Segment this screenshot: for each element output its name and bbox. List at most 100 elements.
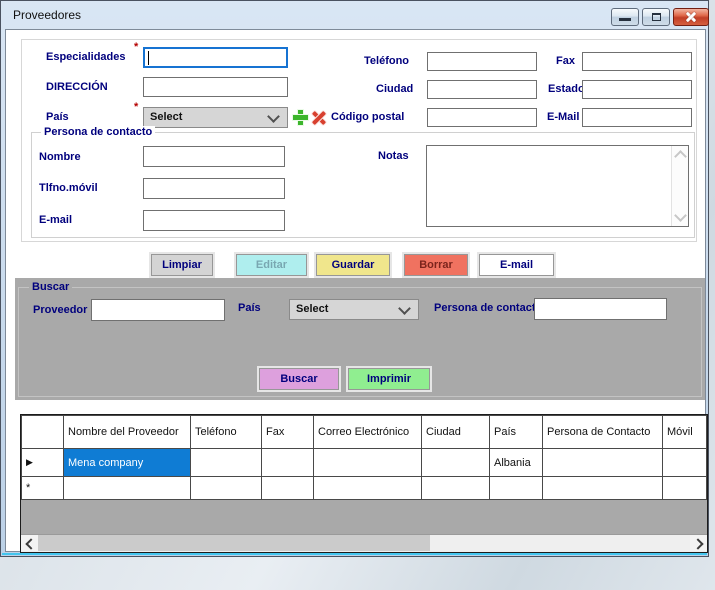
estado-input[interactable] — [582, 80, 692, 99]
contact-movil-label: Tlfno.móvil — [39, 182, 98, 194]
buscar-pais-value: Select — [296, 303, 329, 315]
buscar-persona-input[interactable] — [534, 298, 667, 320]
contact-movil-input[interactable] — [143, 178, 285, 199]
column-header-fax[interactable]: Fax — [261, 415, 314, 449]
text-caret — [148, 51, 149, 65]
table-row-new[interactable]: * — [21, 476, 707, 500]
estado-label: Estado — [548, 83, 585, 95]
contact-nombre-input[interactable] — [143, 146, 285, 167]
horizontal-scrollbar[interactable] — [21, 534, 707, 552]
imprimir-button[interactable]: Imprimir — [348, 368, 430, 390]
codigo-postal-label: Código postal — [331, 111, 405, 123]
buscar-proveedor-input[interactable] — [91, 299, 225, 321]
column-header-nombre[interactable]: Nombre del Proveedor — [63, 415, 191, 449]
cell-pais[interactable]: Albania — [489, 448, 543, 477]
pais-dropdown[interactable]: Select — [143, 107, 288, 128]
buscar-persona-label: Persona de contacto — [434, 302, 534, 314]
especialidades-label: Especialidades — [46, 51, 126, 63]
telefono-label: Teléfono — [364, 55, 410, 67]
column-header-selector[interactable] — [21, 415, 64, 449]
cell-nombre-proveedor[interactable] — [63, 476, 191, 500]
ciudad-label: Ciudad — [376, 83, 414, 95]
ciudad-input[interactable] — [427, 80, 537, 99]
buscar-panel: Buscar Proveedor País Select Persona de … — [15, 278, 705, 400]
email-button[interactable]: E-mail — [479, 254, 554, 276]
client-area: Especialidades * Teléfono Fax DIRECCIÓN … — [5, 29, 708, 553]
buscar-pais-dropdown[interactable]: Select — [289, 299, 419, 320]
editar-button[interactable]: Editar — [236, 254, 307, 276]
contact-email-input[interactable] — [143, 210, 285, 231]
fax-input[interactable] — [582, 52, 692, 71]
scroll-left-button[interactable] — [21, 535, 38, 551]
cell-pais[interactable] — [489, 476, 543, 500]
contact-email-label: E-mail — [39, 214, 73, 226]
cell-correo[interactable] — [313, 448, 422, 477]
close-button[interactable] — [673, 8, 709, 26]
add-country-icon[interactable] — [293, 110, 308, 125]
column-header-telefono[interactable]: Teléfono — [190, 415, 262, 449]
scroll-up-icon[interactable] — [674, 150, 687, 163]
delete-country-icon[interactable] — [311, 110, 327, 126]
column-header-persona[interactable]: Persona de Contacto — [542, 415, 663, 449]
telefono-input[interactable] — [427, 52, 537, 71]
buscar-button[interactable]: Buscar — [259, 368, 339, 390]
notas-label: Notas — [378, 150, 409, 162]
suppliers-table: Nombre del Proveedor Teléfono Fax Correo… — [21, 415, 707, 500]
contact-groupbox: Persona de contacto — [31, 126, 695, 238]
minimize-button[interactable] — [611, 8, 639, 26]
titlebar[interactable]: Proveedores — [1, 1, 709, 29]
row-selector-current[interactable]: ▶ — [21, 448, 64, 477]
maximize-icon — [652, 13, 661, 21]
scroll-right-button[interactable] — [690, 535, 707, 551]
row-selector-new[interactable]: * — [21, 476, 64, 500]
cell-persona[interactable] — [542, 448, 663, 477]
scroll-right-icon — [692, 538, 704, 550]
cell-fax[interactable] — [261, 448, 314, 477]
cell-telefono[interactable] — [190, 476, 262, 500]
pais-dropdown-value: Select — [150, 111, 183, 123]
chevron-down-icon — [267, 110, 280, 123]
window-title: Proveedores — [13, 8, 82, 22]
buscar-proveedor-label: Proveedor — [33, 304, 88, 316]
fax-label: Fax — [556, 55, 575, 67]
scroll-down-icon[interactable] — [674, 209, 687, 222]
maximize-button[interactable] — [642, 8, 670, 26]
cell-persona[interactable] — [542, 476, 663, 500]
column-header-pais[interactable]: País — [489, 415, 543, 449]
cell-movil[interactable] — [662, 448, 707, 477]
direccion-label: DIRECCIÓN — [46, 81, 108, 93]
cell-ciudad[interactable] — [421, 476, 490, 500]
cell-nombre-proveedor[interactable]: Mena company — [63, 448, 191, 477]
pais-required-marker: * — [134, 101, 139, 113]
especialidades-input[interactable] — [143, 47, 288, 68]
cell-movil[interactable] — [662, 476, 707, 500]
pais-label: País — [46, 111, 69, 123]
cell-correo[interactable] — [313, 476, 422, 500]
column-header-ciudad[interactable]: Ciudad — [421, 415, 490, 449]
guardar-button[interactable]: Guardar — [316, 254, 390, 276]
notas-textarea[interactable] — [426, 145, 689, 227]
codigo-postal-input[interactable] — [427, 108, 537, 127]
table-row[interactable]: ▶ Mena company Albania — [21, 448, 707, 477]
limpiar-button[interactable]: Limpiar — [151, 254, 213, 276]
borrar-button[interactable]: Borrar — [404, 254, 468, 276]
cell-ciudad[interactable] — [421, 448, 490, 477]
buscar-pais-label: País — [238, 302, 261, 314]
cell-fax[interactable] — [261, 476, 314, 500]
column-header-correo[interactable]: Correo Electrónico — [313, 415, 422, 449]
chevron-down-icon — [398, 302, 411, 315]
email-label: E-Mail — [547, 111, 580, 123]
scroll-left-icon — [25, 538, 37, 550]
contact-group-title: Persona de contacto — [41, 126, 156, 138]
supplier-form-panel — [21, 39, 697, 242]
notas-scrollbar[interactable] — [671, 146, 688, 226]
contact-nombre-label: Nombre — [39, 151, 81, 163]
column-header-movil[interactable]: Móvil — [662, 415, 707, 449]
email-input[interactable] — [582, 108, 692, 127]
cell-telefono[interactable] — [190, 448, 262, 477]
minimize-icon — [619, 18, 631, 21]
buscar-group-title: Buscar — [29, 281, 73, 293]
suppliers-grid: Nombre del Proveedor Teléfono Fax Correo… — [20, 414, 708, 553]
scrollbar-thumb[interactable] — [38, 535, 430, 551]
direccion-input[interactable] — [143, 77, 288, 97]
